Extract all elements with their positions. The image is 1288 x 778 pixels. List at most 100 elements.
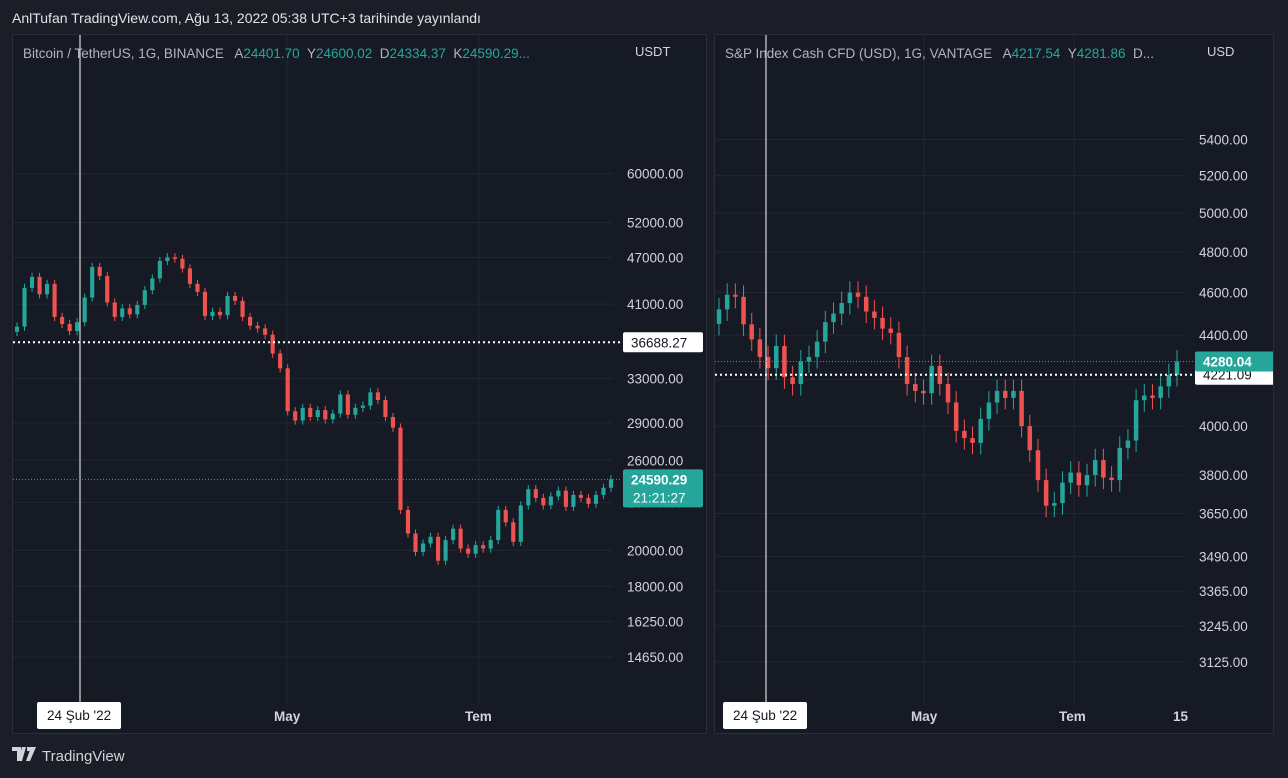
candle xyxy=(232,291,238,305)
symbol-legend-bitcoin[interactable]: Bitcoin / TetherUS, 1G, BINANCE A24401.7… xyxy=(23,46,530,61)
close-label: K xyxy=(453,46,463,61)
candle xyxy=(1101,448,1106,490)
candle xyxy=(120,304,125,322)
candle xyxy=(872,300,877,330)
candle xyxy=(888,317,893,345)
low-label: D... xyxy=(1133,46,1155,61)
symbol-title: Bitcoin / TetherUS, 1G, BINANCE xyxy=(23,46,224,61)
candle xyxy=(757,328,763,369)
chart-panel-sp500[interactable]: 5400.00 5200.00 5000.00 4800.00 4600.00 4400.… xyxy=(714,34,1274,734)
candle xyxy=(135,300,140,319)
candle xyxy=(157,256,162,283)
x-axis-label-may: May xyxy=(911,709,938,724)
candle xyxy=(1133,388,1139,453)
candle xyxy=(724,283,730,321)
candle xyxy=(1052,491,1057,518)
candle xyxy=(1125,429,1131,460)
candle xyxy=(601,483,606,500)
bitcoin-chart-svg[interactable]: 60000.00 52000.00 47000.00 41000.00 33000.00… xyxy=(13,35,707,734)
tradingview-footer[interactable]: TradingView xyxy=(12,746,125,766)
candle xyxy=(1027,414,1033,462)
candle xyxy=(225,291,230,320)
y-tick-label: 4800.00 xyxy=(1199,245,1248,260)
candle xyxy=(518,501,523,546)
open-label: A xyxy=(234,46,244,61)
open-label: A xyxy=(1002,46,1012,61)
candle xyxy=(37,272,42,299)
candle xyxy=(488,536,493,553)
candle xyxy=(473,541,478,558)
candle xyxy=(315,406,320,422)
candle xyxy=(953,391,959,443)
candle xyxy=(526,485,531,510)
candle xyxy=(300,403,305,425)
candle xyxy=(330,409,335,424)
candle xyxy=(978,407,983,455)
candle xyxy=(962,419,967,450)
candle xyxy=(880,306,885,341)
candle xyxy=(571,490,576,511)
y-tick-label: 5200.00 xyxy=(1199,169,1248,184)
candle xyxy=(1068,461,1073,495)
candle xyxy=(127,304,132,319)
currency-label: USDT xyxy=(635,44,671,59)
candle xyxy=(798,350,804,396)
candle xyxy=(390,412,396,432)
low-value: 24334.37 xyxy=(389,46,446,61)
y-tick-label: 18000.00 xyxy=(627,579,683,594)
candle xyxy=(308,403,313,422)
candle xyxy=(150,274,155,295)
candle xyxy=(90,262,95,302)
candle xyxy=(847,281,853,315)
candle xyxy=(823,310,828,354)
candle xyxy=(142,286,147,310)
chart-panel-bitcoin[interactable]: 60000.00 52000.00 47000.00 41000.00 33000.00… xyxy=(12,34,707,734)
candle xyxy=(82,293,87,327)
symbol-legend-sp500[interactable]: S&P Index Cash CFD (USD), 1G, VANTAGE A4… xyxy=(725,46,1154,61)
candle xyxy=(420,539,426,557)
last-price-tag: 4280.04 xyxy=(1195,351,1273,372)
candle xyxy=(97,262,102,281)
candle xyxy=(1011,379,1016,410)
candle xyxy=(67,319,72,336)
candle xyxy=(716,298,722,336)
candle xyxy=(937,354,943,396)
candle xyxy=(458,524,463,553)
candle xyxy=(503,505,508,527)
candle xyxy=(929,354,934,405)
candle xyxy=(511,518,516,546)
candle xyxy=(994,379,1000,415)
candle xyxy=(263,324,268,339)
candle xyxy=(1019,379,1024,438)
candle xyxy=(435,532,441,565)
candle xyxy=(790,365,795,396)
y-tick-label: 3490.00 xyxy=(1199,549,1248,564)
candle xyxy=(921,379,926,405)
svg-text:4280.04: 4280.04 xyxy=(1203,354,1252,369)
candle xyxy=(481,541,486,553)
candle xyxy=(563,486,568,511)
candle xyxy=(270,330,275,358)
high-label: Y xyxy=(306,46,316,61)
candle xyxy=(195,279,200,296)
candle xyxy=(345,390,350,419)
candle xyxy=(749,312,754,351)
candle xyxy=(831,302,836,334)
candle xyxy=(806,345,812,374)
candle xyxy=(1142,384,1147,412)
sp500-chart-svg[interactable]: 5400.00 5200.00 5000.00 4800.00 4600.00 4400.… xyxy=(715,35,1274,734)
candle xyxy=(52,279,57,322)
candle xyxy=(112,298,117,322)
crosshair-date-label: 24 Şub '22 xyxy=(37,702,122,729)
y-tick-label: 47000.00 xyxy=(627,250,683,265)
candle xyxy=(904,345,910,396)
candle xyxy=(986,391,992,431)
crosshair-date-label: 24 Şub '22 xyxy=(723,702,808,729)
candle xyxy=(368,388,373,410)
candle xyxy=(1035,438,1041,492)
candle xyxy=(278,349,283,373)
candle xyxy=(14,322,20,336)
candle xyxy=(398,423,403,515)
candle xyxy=(353,403,358,419)
candle xyxy=(533,485,538,503)
